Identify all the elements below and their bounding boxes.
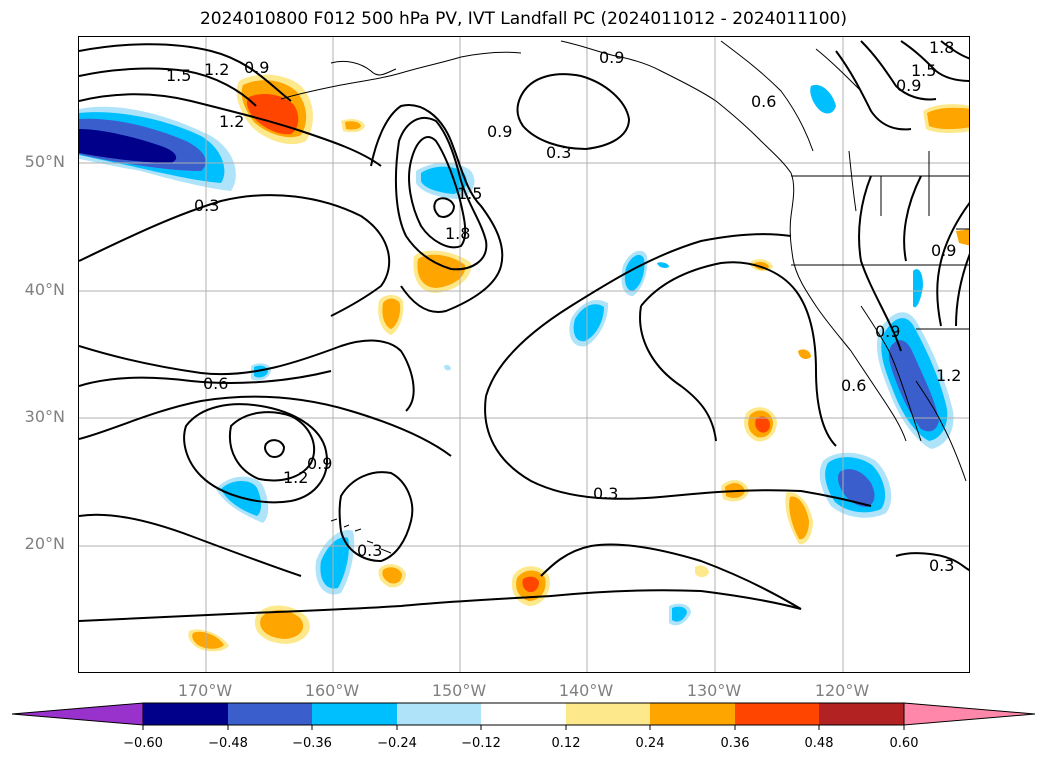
lat-label-50n: 50°N [24, 152, 65, 171]
lat-label-20n: 20°N [24, 534, 65, 553]
colorbar-bin [735, 703, 819, 725]
colorbar-lower-extension [11, 702, 144, 726]
contour-label: 0.9 [896, 76, 921, 95]
contour-label: 1.5 [166, 66, 191, 85]
lon-label-140w: 140°W [558, 681, 614, 700]
contour-label: 0.6 [841, 376, 866, 395]
contour-label: 1.2 [283, 468, 308, 487]
contour-label: 1.5 [911, 61, 936, 80]
contour-label: 1.2 [219, 112, 244, 131]
lon-label-170w: 170°W [177, 681, 233, 700]
colorbar-tick-label: 0.60 [889, 736, 919, 751]
map-title: 2024010800 F012 500 hPa PV, IVT Landfall… [199, 9, 847, 29]
colorbar-bin [481, 703, 566, 725]
colorbar-tick-label: −0.48 [208, 736, 248, 751]
contour-label: 0.3 [194, 196, 219, 215]
contour-label: 1.2 [204, 60, 229, 79]
map-canvas: 1.5 1.2 0.9 1.2 0.3 0.9 1.5 1.8 0.9 0.3 … [79, 37, 969, 672]
contour-label: 0.9 [487, 122, 512, 141]
lat-label-40n: 40°N [24, 280, 65, 299]
lon-label-130w: 130°W [686, 681, 742, 700]
contour-label: 0.9 [931, 241, 956, 260]
contour-label: 1.8 [445, 224, 470, 243]
colorbar-tick-label: 0.24 [635, 736, 665, 751]
colorbar-tick-label: 0.12 [551, 736, 581, 751]
colorbar-bin [566, 703, 650, 725]
contour-labels: 1.5 1.2 0.9 1.2 0.3 0.9 1.5 1.8 0.9 0.3 … [166, 38, 961, 575]
colorbar-tick-label: 0.48 [804, 736, 834, 751]
colorbar-tick-label: −0.12 [461, 736, 501, 751]
coastlines [280, 40, 969, 554]
map-panel[interactable]: 1.5 1.2 0.9 1.2 0.3 0.9 1.5 1.8 0.9 0.3 … [78, 36, 970, 673]
lon-label-160w: 160°W [304, 681, 360, 700]
colorbar-tick-label: −0.24 [377, 736, 417, 751]
contour-label: 0.9 [599, 48, 624, 67]
pv-contours [79, 40, 969, 622]
contour-label: 0.3 [593, 484, 618, 503]
colorbar-bin [650, 703, 735, 725]
colorbar-tick-label: 0.36 [720, 736, 750, 751]
colorbar-bin [228, 703, 312, 725]
contour-label: 0.6 [203, 374, 228, 393]
colorbar-tick-label: −0.60 [123, 736, 163, 751]
colorbar-upper-extension [903, 702, 1036, 726]
colorbar-bin [397, 703, 481, 725]
lon-label-150w: 150°W [431, 681, 487, 700]
lon-label-120w: 120°W [814, 681, 870, 700]
contour-label: 0.3 [546, 143, 571, 162]
colorbar-bin [819, 703, 904, 725]
contour-label: 0.3 [357, 541, 382, 560]
colorbar-tick-label: −0.36 [292, 736, 332, 751]
contour-label: 1.2 [936, 366, 961, 385]
contour-label: 0.9 [244, 58, 269, 77]
contour-label: 0.6 [751, 92, 776, 111]
pv-shading [79, 74, 969, 652]
colorbar-bin [312, 703, 397, 725]
contour-label: 0.9 [875, 322, 900, 341]
lat-label-30n: 30°N [24, 407, 65, 426]
contour-label: 1.8 [929, 38, 954, 57]
contour-label: 1.5 [457, 184, 482, 203]
colorbar [11, 702, 1036, 730]
contour-label: 0.3 [929, 556, 954, 575]
colorbar-bin [143, 703, 228, 725]
contour-label: 0.9 [307, 454, 332, 473]
